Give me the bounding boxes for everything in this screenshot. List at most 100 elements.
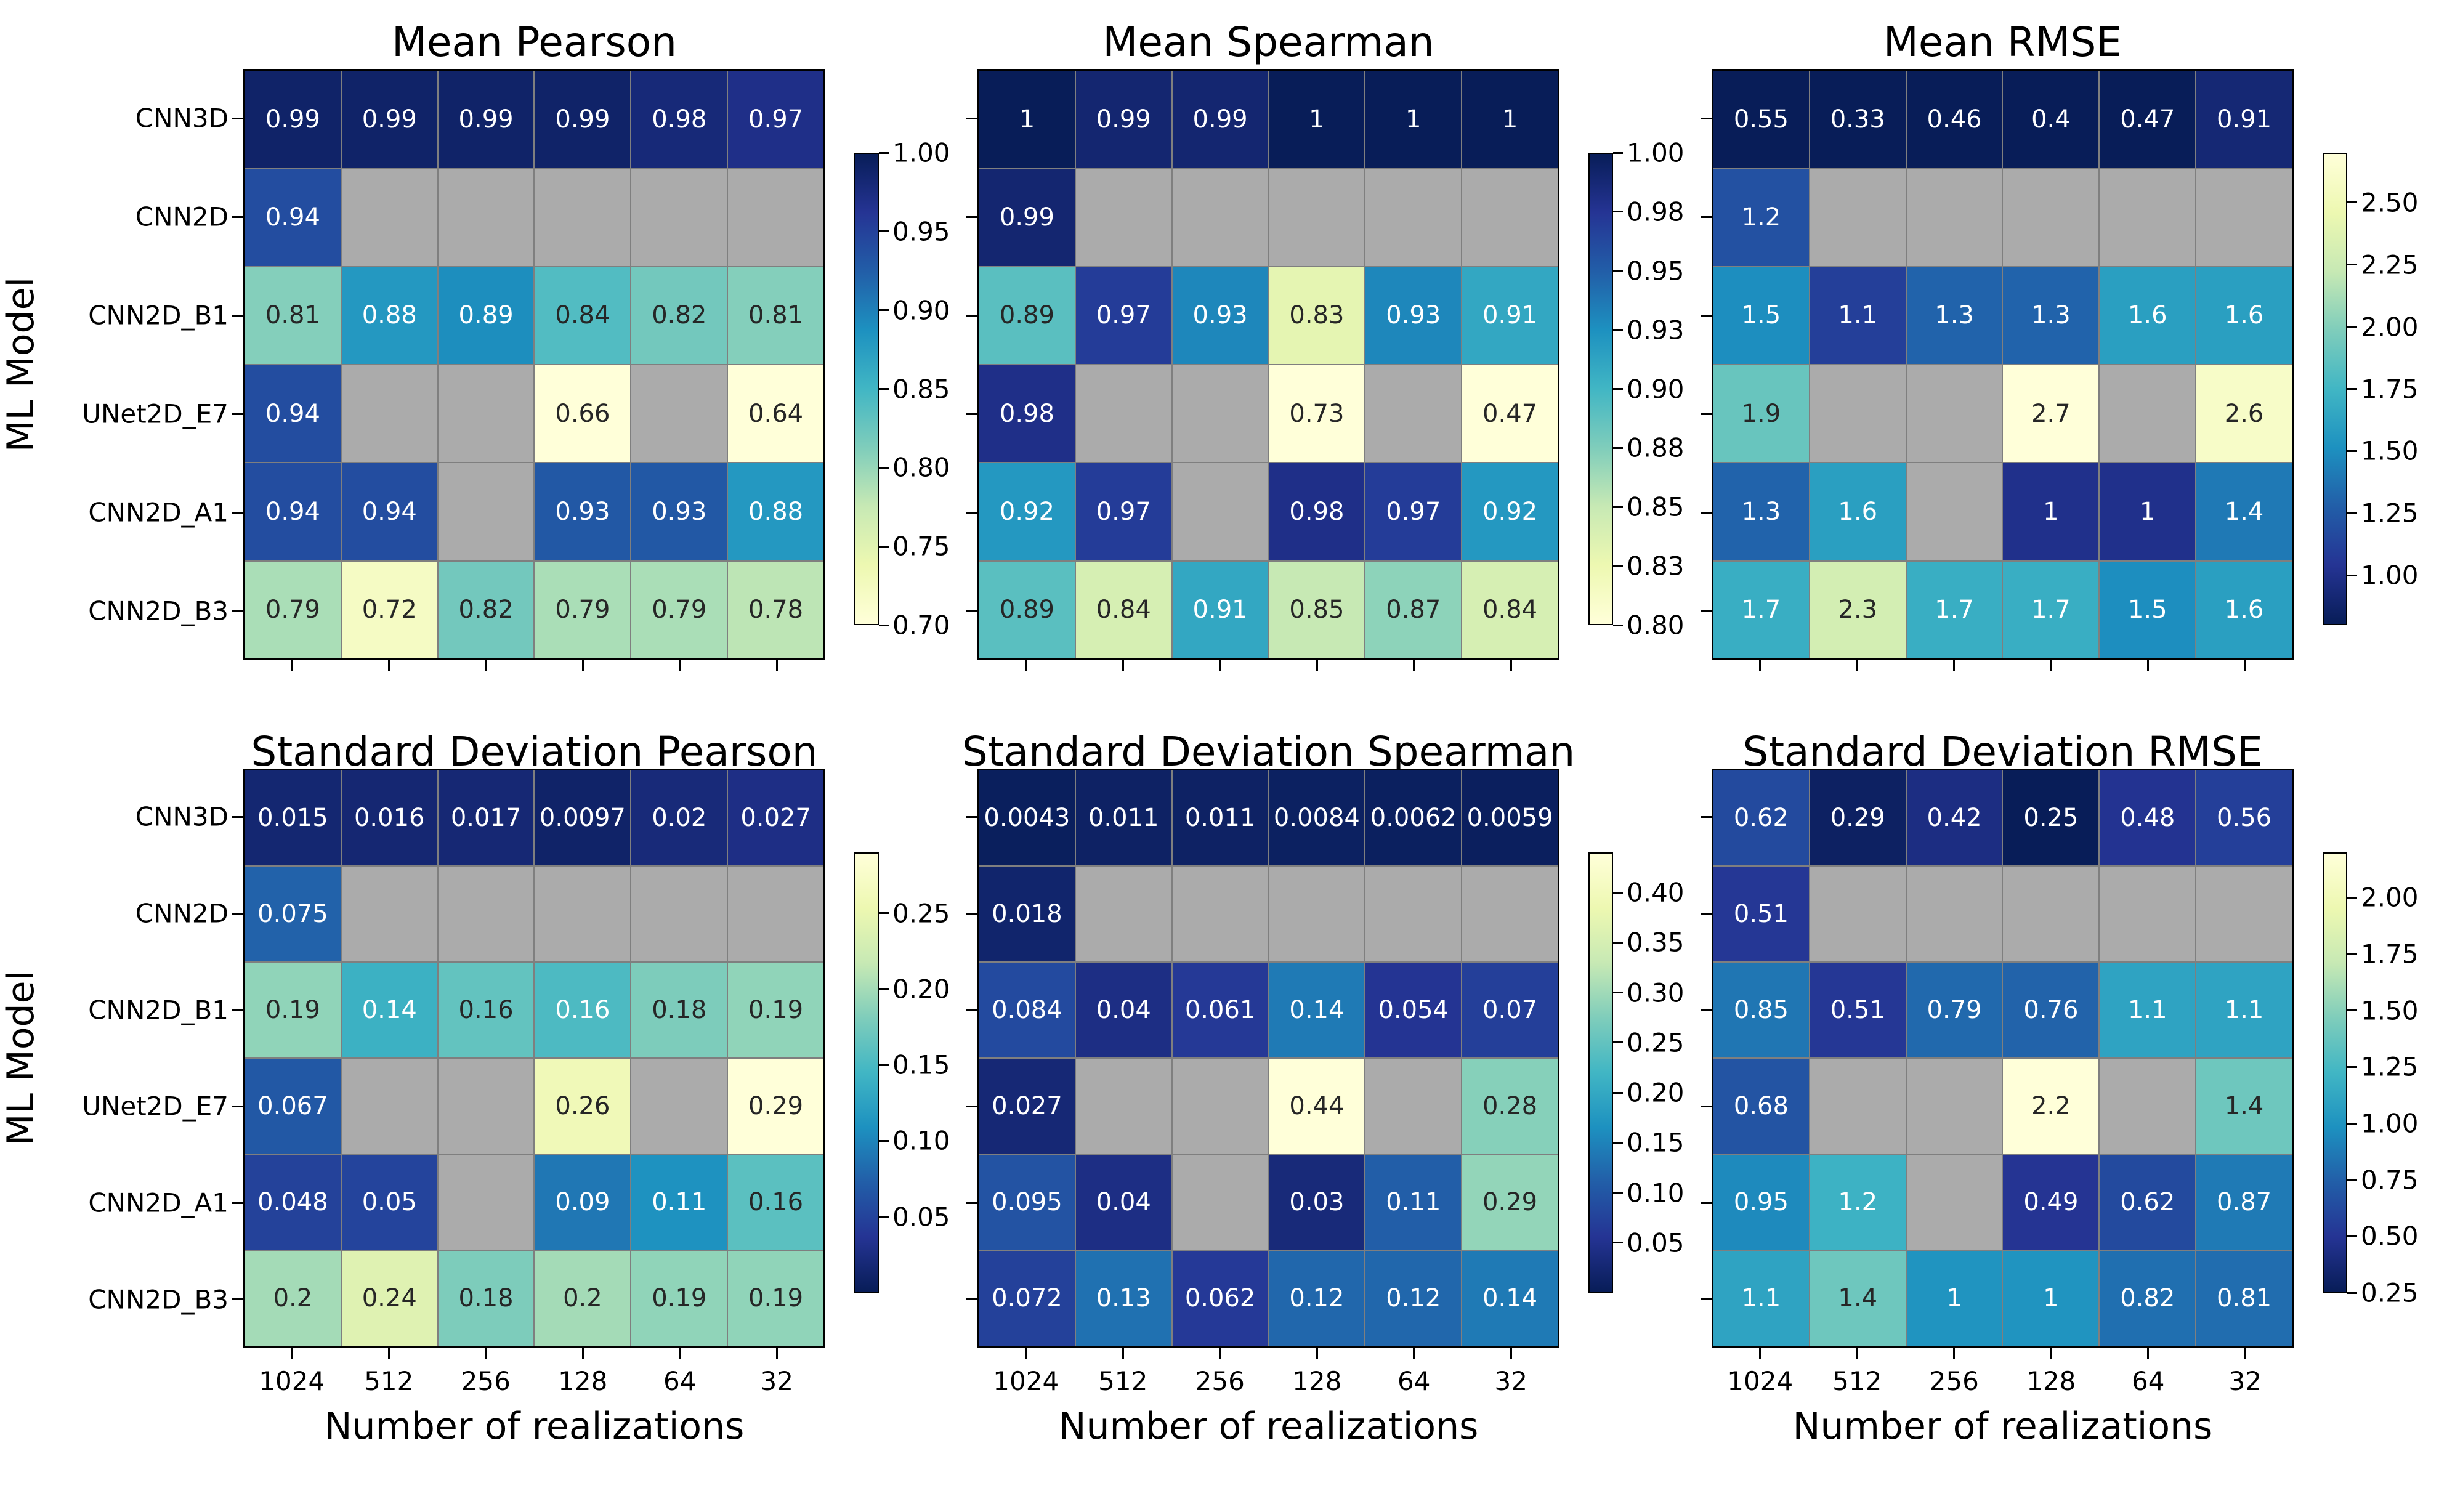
cell-value: 0.11 — [1386, 1188, 1441, 1216]
row-label: CNN2D — [135, 898, 229, 929]
colorbar-tick-label: 0.25 — [1627, 1027, 1685, 1058]
heatmap-cell: 0.72 — [341, 561, 437, 658]
colorbar-tick-mark — [2347, 450, 2357, 452]
col-label: 1024 — [993, 1366, 1059, 1396]
heatmap-cell: 0.88 — [341, 267, 437, 364]
heatmap-cell: 0.14 — [341, 963, 437, 1057]
heatmap-cell: 1.3 — [2003, 267, 2099, 364]
heatmap-cell: 0.56 — [2196, 770, 2292, 865]
y-tick-mark — [1701, 610, 1712, 612]
colorbar-tick-mark — [2347, 201, 2357, 204]
cell-value: 0.79 — [555, 596, 610, 625]
cell-value: 1.1 — [2127, 996, 2167, 1024]
heatmap-cell: 0.93 — [631, 463, 727, 560]
heatmap-cell: 0.98 — [1269, 463, 1365, 560]
cell-value: 0.78 — [748, 596, 804, 625]
x-tick-mark — [1510, 660, 1512, 671]
y-tick-mark — [966, 912, 977, 915]
colorbar-tick-mark — [1613, 992, 1623, 993]
y-tick-mark — [966, 413, 977, 415]
colorbar — [2323, 852, 2347, 1293]
cell-value: 0.19 — [652, 1284, 707, 1312]
cell-value: 1.1 — [1741, 1284, 1781, 1312]
cell-value: 1.5 — [2127, 596, 2167, 625]
heatmap-cell: 1.6 — [1810, 463, 1906, 560]
cell-value: 0.94 — [265, 399, 320, 428]
colorbar-tick-mark — [879, 152, 889, 154]
cell-value: 1.4 — [1838, 1284, 1878, 1312]
x-tick-mark — [2050, 660, 2052, 671]
cell-value: 1 — [2140, 497, 2156, 526]
cell-value: 0.0062 — [1370, 804, 1457, 832]
col-label: 64 — [2132, 1366, 2165, 1396]
colorbar-tick-mark — [879, 1139, 889, 1142]
x-tick-mark — [679, 660, 681, 671]
cell-value: 0.85 — [1733, 996, 1789, 1024]
heatmap-cell: 0.02 — [631, 770, 727, 865]
heatmap-cell: 1.7 — [2003, 561, 2099, 658]
heatmap-cell: 0.075 — [245, 867, 341, 961]
cell-value: 0.011 — [1184, 804, 1256, 832]
cell-value: 0.47 — [1482, 399, 1538, 428]
masked-cell — [1462, 169, 1558, 266]
cell-value: 0.12 — [1289, 1284, 1345, 1312]
cell-value: 0.16 — [458, 996, 514, 1024]
x-tick-mark — [1413, 660, 1415, 671]
cell-value: 0.99 — [362, 105, 417, 134]
heatmap-cell: 0.027 — [979, 1059, 1075, 1154]
chart-title: Mean RMSE — [1883, 18, 2122, 66]
heatmap-cell: 1.7 — [1906, 561, 2002, 658]
colorbar-tick-label: 2.50 — [2361, 187, 2419, 218]
heatmap-cell: 0.12 — [1365, 1251, 1462, 1346]
x-axis-label: Number of realizations — [324, 1405, 745, 1448]
heatmap-cell: 0.24 — [341, 1251, 437, 1346]
cell-value: 0.72 — [362, 596, 417, 625]
colorbar-tick-label: 1.00 — [1627, 137, 1685, 168]
cell-value: 0.76 — [2023, 996, 2079, 1024]
x-tick-mark — [1413, 1348, 1415, 1359]
col-label: 1024 — [259, 1366, 325, 1396]
y-tick-mark — [232, 117, 243, 119]
colorbar-tick-label: 1.00 — [2361, 560, 2419, 591]
cell-value: 0.97 — [748, 105, 804, 134]
y-tick-mark — [966, 1202, 977, 1204]
heatmap-cell: 0.49 — [2003, 1155, 2099, 1250]
masked-cell — [1172, 365, 1268, 463]
colorbar-tick-label: 0.93 — [1627, 315, 1685, 346]
cell-value: 1.4 — [2224, 497, 2264, 526]
y-tick-mark — [232, 610, 243, 612]
heatmap-cell: 0.4 — [2003, 71, 2099, 168]
heatmap-cell: 0.11 — [1365, 1155, 1462, 1250]
cell-value: 1.5 — [1741, 301, 1781, 330]
heatmap-cell: 0.89 — [979, 267, 1075, 364]
masked-cell — [2100, 1059, 2196, 1154]
cell-value: 0.94 — [265, 203, 320, 232]
y-tick-mark — [1701, 511, 1712, 514]
heatmap-cell: 1.1 — [1713, 1251, 1809, 1346]
heatmap-cell: 0.82 — [631, 267, 727, 364]
colorbar-tick-mark — [1613, 211, 1623, 213]
heatmap-cell: 0.18 — [438, 1251, 534, 1346]
x-tick-mark — [1759, 1348, 1762, 1359]
masked-cell — [1462, 867, 1558, 961]
heatmap-cell: 0.93 — [1172, 267, 1268, 364]
x-tick-mark — [581, 660, 584, 671]
masked-cell — [1269, 169, 1365, 266]
row-label: CNN2D_B1 — [88, 300, 229, 331]
row-label: CNN2D_A1 — [88, 497, 229, 528]
masked-cell — [2003, 169, 2099, 266]
cell-value: 1 — [1309, 105, 1325, 134]
masked-cell — [1365, 169, 1462, 266]
cell-value: 0.87 — [1386, 596, 1441, 625]
cell-value: 0.11 — [652, 1188, 707, 1216]
colorbar-tick-label: 1.50 — [2361, 995, 2419, 1026]
colorbar — [1588, 153, 1613, 625]
colorbar-tick-mark — [879, 388, 889, 390]
masked-cell — [1365, 365, 1462, 463]
y-tick-mark — [966, 511, 977, 514]
colorbar-tick-label: 1.50 — [2361, 435, 2419, 466]
row-label: UNet2D_E7 — [82, 1091, 229, 1122]
colorbar-tick-mark — [879, 230, 889, 233]
y-tick-mark — [1701, 1298, 1712, 1301]
masked-cell — [1906, 867, 2002, 961]
